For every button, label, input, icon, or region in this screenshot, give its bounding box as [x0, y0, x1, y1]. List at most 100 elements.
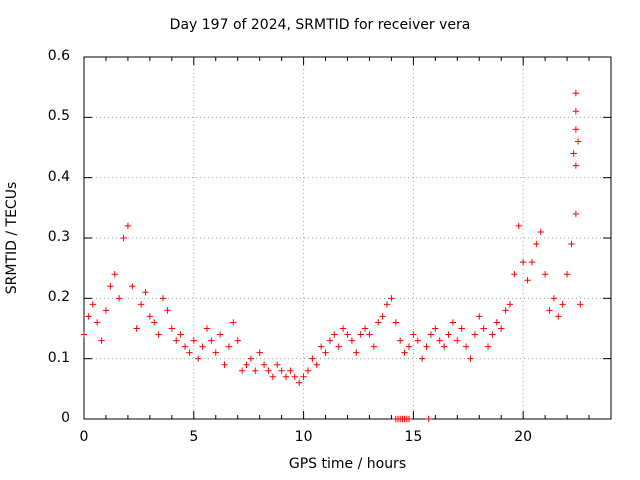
data-point — [572, 210, 580, 218]
data-point — [295, 379, 303, 386]
data-point — [111, 271, 118, 278]
data-point — [401, 349, 408, 356]
data-point — [574, 138, 582, 145]
data-point — [471, 331, 479, 338]
data-point — [304, 367, 312, 374]
data-point — [98, 337, 105, 344]
x-tick-label: 20 — [514, 429, 533, 445]
data-point — [383, 301, 391, 308]
data-point — [570, 150, 577, 157]
data-point — [502, 307, 509, 314]
data-point — [322, 349, 329, 356]
data-point — [528, 258, 536, 266]
data-point — [515, 222, 522, 230]
data-point — [137, 301, 145, 308]
data-point — [379, 313, 386, 320]
data-point — [216, 331, 224, 338]
data-point — [559, 301, 566, 308]
data-point — [221, 361, 228, 368]
data-point — [243, 361, 250, 368]
plot-frame — [83, 56, 612, 420]
data-point — [432, 325, 439, 332]
data-point — [194, 355, 202, 362]
data-point — [493, 319, 501, 326]
data-point — [537, 228, 544, 236]
data-point — [274, 361, 281, 368]
data-point — [313, 361, 320, 368]
data-point — [93, 319, 101, 326]
data-point — [462, 343, 470, 350]
x-axis-label: GPS time / hours — [288, 456, 407, 472]
data-point — [317, 343, 325, 350]
data-point — [572, 162, 580, 169]
data-point — [445, 331, 452, 338]
data-point — [388, 295, 395, 302]
data-point — [256, 349, 263, 356]
y-tick-label: 0.1 — [47, 349, 70, 366]
data-point — [375, 319, 382, 326]
data-point — [278, 367, 285, 374]
y-tick-label: 0.5 — [47, 108, 70, 125]
data-point — [291, 373, 298, 380]
data-point — [572, 90, 580, 97]
data-point — [151, 319, 158, 326]
data-point — [133, 325, 140, 332]
data-point — [260, 361, 268, 368]
data-point — [467, 355, 474, 362]
data-point — [577, 301, 584, 308]
data-point — [331, 331, 338, 338]
data-point — [238, 367, 246, 374]
data-point — [524, 277, 531, 284]
x-tick-label: 15 — [404, 429, 423, 445]
data-point — [203, 325, 211, 332]
data-point — [300, 373, 307, 380]
data-point — [480, 325, 487, 332]
data-point — [533, 240, 540, 248]
data-point — [423, 343, 430, 350]
data-point — [405, 343, 413, 350]
data-point — [572, 126, 580, 133]
data-point — [265, 367, 272, 374]
data-point — [418, 355, 426, 362]
data-point — [129, 283, 136, 290]
data-point — [102, 307, 110, 314]
y-tick-label: 0.3 — [47, 229, 70, 245]
data-point — [550, 295, 558, 302]
data-point — [335, 343, 342, 350]
data-point — [519, 258, 527, 266]
x-tick-label: 5 — [189, 429, 199, 445]
x-tick-label: 0 — [79, 429, 89, 445]
data-point — [287, 367, 294, 374]
data-point — [405, 415, 413, 423]
data-point — [489, 331, 496, 338]
data-point — [124, 222, 132, 230]
data-point — [85, 313, 92, 320]
data-point — [199, 343, 206, 350]
data-point — [344, 331, 351, 338]
y-tick-label: 0.2 — [47, 289, 70, 306]
x-tick-label: 10 — [294, 429, 313, 445]
y-tick-label: 0.4 — [47, 168, 70, 185]
data-point — [177, 331, 184, 338]
data-point — [107, 283, 114, 290]
data-point — [476, 313, 483, 320]
data-point — [366, 331, 373, 338]
data-point — [454, 337, 461, 344]
data-point — [357, 331, 364, 338]
data-point — [348, 337, 356, 344]
data-point — [89, 301, 96, 308]
data-point — [208, 337, 215, 344]
data-point — [449, 319, 457, 326]
y-tick-label: 0 — [61, 410, 70, 426]
data-point — [440, 343, 448, 350]
data-point — [252, 367, 259, 374]
data-point — [414, 337, 421, 344]
chart-title: Day 197 of 2024, SRMTID for receiver ver… — [169, 17, 471, 33]
data-point — [484, 343, 492, 350]
data-point — [247, 355, 255, 362]
data-point — [80, 331, 88, 338]
data-point — [173, 337, 180, 344]
data-point — [186, 349, 193, 356]
data-point — [120, 234, 127, 242]
